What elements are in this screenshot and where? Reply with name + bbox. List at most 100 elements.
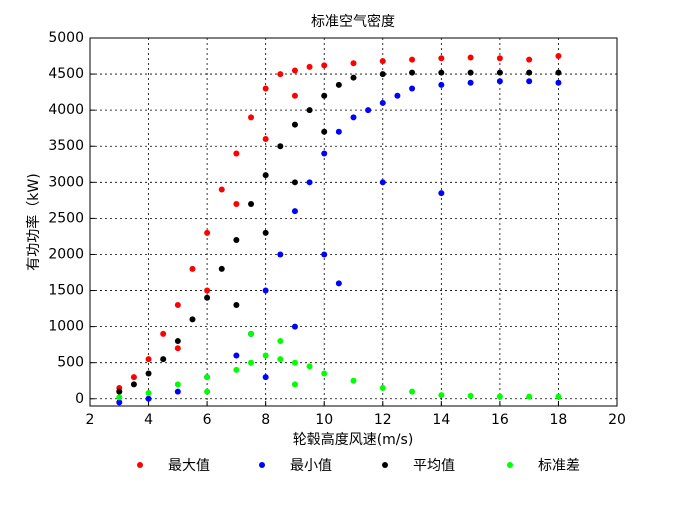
- x-tick-label: 6: [203, 412, 212, 428]
- x-tick-label: 10: [315, 412, 333, 428]
- point: [204, 374, 211, 381]
- x-tick-label: 20: [608, 412, 626, 428]
- y-tick-label: 4500: [48, 66, 84, 82]
- point: [365, 107, 372, 114]
- point: [306, 179, 313, 186]
- y-tick-label: 2000: [48, 246, 84, 262]
- point: [116, 399, 123, 406]
- point: [291, 67, 298, 74]
- point: [277, 356, 284, 363]
- point: [262, 85, 269, 92]
- point: [409, 85, 416, 92]
- point: [467, 69, 474, 76]
- point: [291, 359, 298, 366]
- plot-frame: [89, 37, 618, 407]
- point: [233, 237, 240, 244]
- point: [306, 63, 313, 70]
- point: [409, 388, 416, 395]
- point: [262, 136, 269, 143]
- point: [306, 363, 313, 370]
- point: [335, 128, 342, 135]
- point: [526, 69, 533, 76]
- point: [496, 55, 503, 62]
- point: [145, 390, 152, 397]
- point: [248, 330, 255, 337]
- point: [277, 143, 284, 150]
- point: [496, 69, 503, 76]
- point: [277, 338, 284, 345]
- point: [306, 107, 313, 114]
- point: [350, 60, 357, 67]
- point: [204, 388, 211, 395]
- y-axis-label: 有功功率（kW): [25, 173, 42, 270]
- point: [496, 393, 503, 400]
- point: [291, 381, 298, 388]
- point: [409, 69, 416, 76]
- point: [555, 69, 562, 76]
- point: [409, 56, 416, 63]
- point: [394, 92, 401, 99]
- point: [321, 370, 328, 377]
- point: [116, 388, 123, 395]
- point: [350, 74, 357, 81]
- y-tick-label: 5000: [48, 30, 84, 46]
- point: [555, 393, 562, 400]
- y-tick-label: 1500: [48, 283, 84, 299]
- point: [204, 229, 211, 236]
- point: [160, 356, 167, 363]
- point: [174, 338, 181, 345]
- point: [262, 374, 269, 381]
- point: [379, 179, 386, 186]
- point: [145, 356, 152, 363]
- point: [145, 395, 152, 402]
- point: [262, 352, 269, 359]
- point: [204, 294, 211, 301]
- point: [233, 150, 240, 157]
- point: [174, 381, 181, 388]
- point: [496, 78, 503, 85]
- x-tick-label: 4: [144, 412, 153, 428]
- point: [321, 62, 328, 69]
- point: [438, 69, 445, 76]
- point: [262, 229, 269, 236]
- point: [467, 392, 474, 399]
- point: [321, 128, 328, 135]
- point: [350, 377, 357, 384]
- point: [233, 200, 240, 207]
- point: [379, 384, 386, 391]
- x-tick-label: 12: [374, 412, 392, 428]
- point: [262, 172, 269, 179]
- point: [438, 190, 445, 197]
- point: [526, 56, 533, 63]
- point: [291, 179, 298, 186]
- point: [335, 81, 342, 88]
- x-tick-label: 2: [86, 412, 95, 428]
- x-axis-label: 轮毂高度风速(m/s): [293, 431, 414, 448]
- point: [160, 330, 167, 337]
- point: [277, 71, 284, 78]
- x-tick-label: 18: [550, 412, 568, 428]
- point: [321, 150, 328, 157]
- point: [218, 186, 225, 193]
- chart-title: 标准空气密度: [311, 13, 395, 30]
- point: [291, 92, 298, 99]
- point: [291, 208, 298, 215]
- x-tick-label: 16: [491, 412, 509, 428]
- legend-marker: [137, 462, 143, 468]
- point: [350, 114, 357, 121]
- x-tick-label: 8: [261, 412, 270, 428]
- point: [130, 374, 137, 381]
- legend-label: 最小值: [290, 458, 332, 474]
- point: [335, 280, 342, 287]
- point: [204, 287, 211, 294]
- point: [291, 323, 298, 330]
- legend-marker: [382, 462, 388, 468]
- x-tick-label: 14: [432, 412, 450, 428]
- point: [116, 394, 123, 401]
- point: [555, 53, 562, 60]
- point: [467, 79, 474, 86]
- point: [321, 251, 328, 258]
- y-tick-label: 500: [57, 355, 84, 371]
- point: [291, 121, 298, 128]
